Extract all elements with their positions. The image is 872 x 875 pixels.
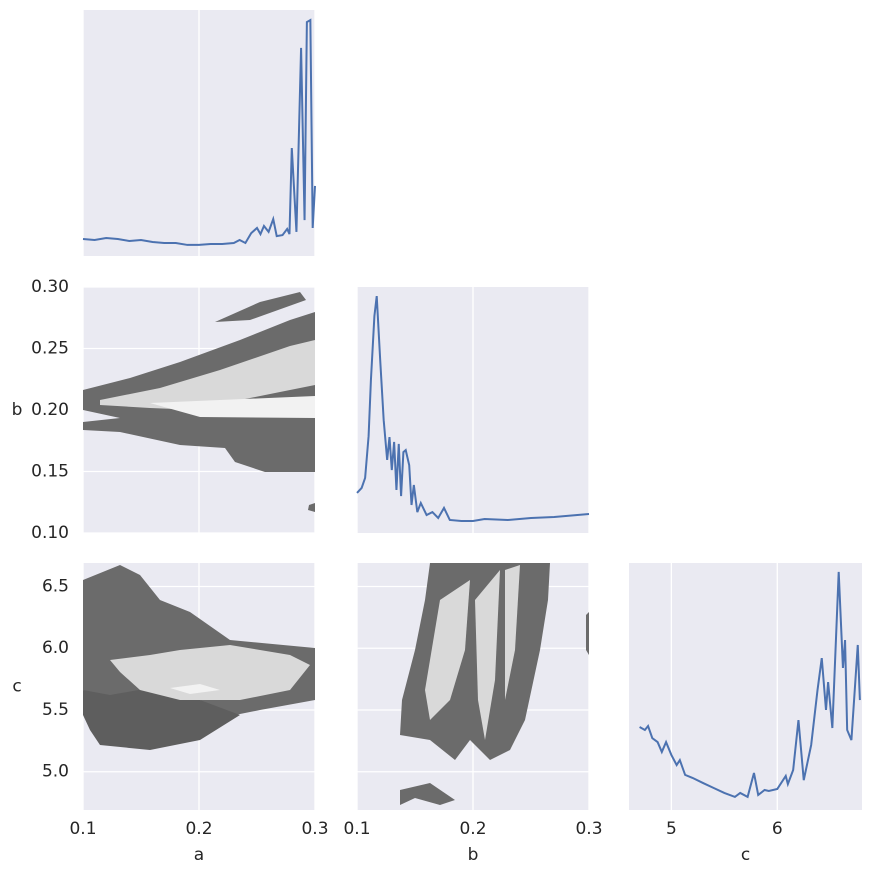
y-tick-label: 0.10 [31,523,69,543]
contour-level [586,612,589,655]
x-tick-label: 0.2 [185,819,212,839]
x-tick-label: 0.1 [69,819,96,839]
x-axis-label: b [468,845,479,865]
contours [83,292,589,805]
y-axis-label: c [12,677,21,697]
y-tick-label: 5.0 [42,762,69,782]
contour-level [170,684,220,694]
contour-level [83,688,240,750]
y-tick-label: 6.5 [42,576,69,596]
contour-level [400,783,455,805]
contour-c-a [83,565,315,750]
contour-level [100,340,315,410]
y-tick-label: 0.15 [31,462,69,482]
x-axis-label: a [194,845,204,865]
x-tick-label: 0.2 [459,819,486,839]
contour-level [215,292,306,322]
y-tick-label: 5.5 [42,700,69,720]
x-tick-label: 0.1 [343,819,370,839]
contour-level [475,570,500,740]
density-line [82,18,316,246]
x-tick-label: 0.3 [301,819,328,839]
contour-level [308,503,315,512]
density-line [356,295,590,522]
y-tick-label: 6.0 [42,638,69,658]
contour-level [505,565,520,700]
y-tick-label: 0.20 [31,400,69,420]
x-axis-label: c [741,845,750,865]
x-tick-label: 0.3 [575,819,602,839]
contour-c-b [400,563,589,805]
y-axis-label: b [12,400,23,420]
contour-level [150,396,315,418]
y-tick-label: 0.25 [31,339,69,359]
x-tick-label: 6 [772,819,783,839]
density-line [639,571,861,799]
contour-level [110,645,310,700]
contour-b-a [83,292,315,512]
y-tick-label: 0.30 [31,277,69,297]
contour-level [425,580,470,720]
x-tick-label: 5 [666,819,677,839]
